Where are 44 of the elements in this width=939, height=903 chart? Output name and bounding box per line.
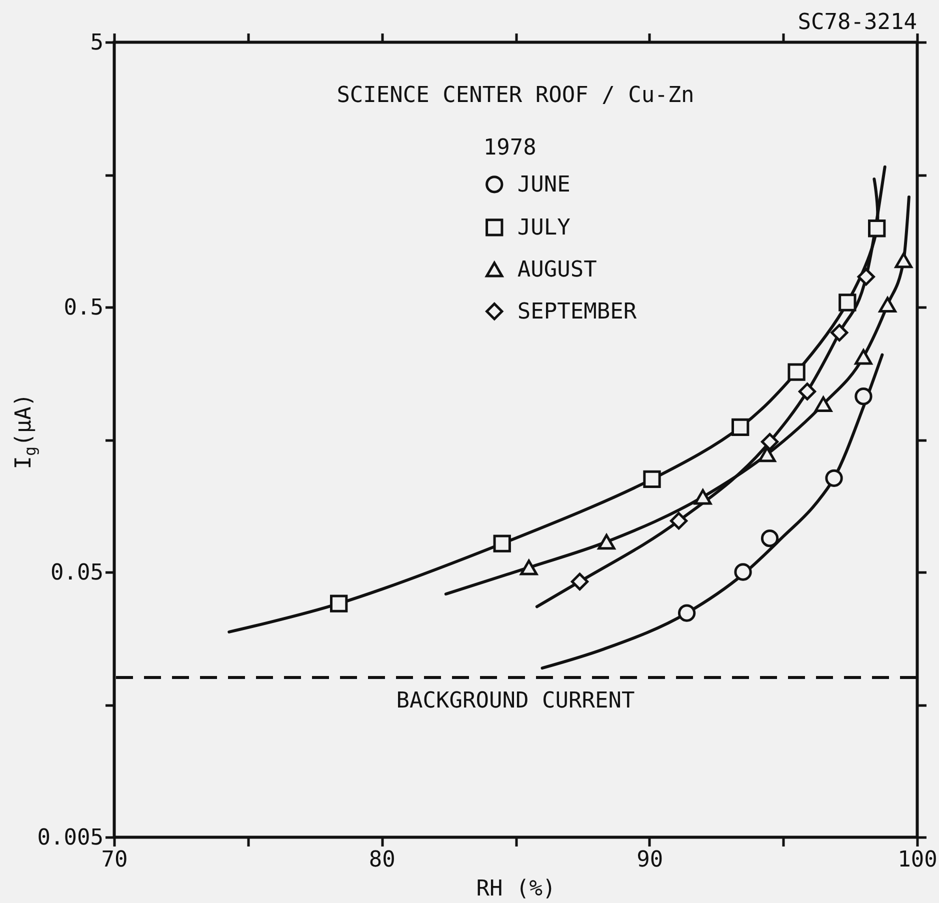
- legend-label: JUNE: [517, 172, 570, 198]
- y-tick-label: 5: [90, 30, 104, 56]
- point: [760, 432, 779, 451]
- x-axis-title: RH (%): [476, 876, 556, 902]
- legend-label: JULY: [517, 215, 570, 240]
- point: [694, 489, 712, 505]
- legend-title: 1978: [483, 135, 536, 160]
- point: [678, 604, 696, 622]
- x-tick-label: 70: [101, 848, 128, 872]
- x-tick-label: 90: [636, 848, 664, 872]
- x-tick-label: 80: [368, 848, 396, 872]
- y-tick-label: 0.005: [37, 826, 104, 850]
- point: [734, 563, 752, 581]
- point: [598, 534, 616, 550]
- point: [825, 469, 843, 487]
- legend-label: AUGUST: [517, 257, 597, 282]
- point: [788, 363, 806, 381]
- point: [643, 470, 661, 488]
- point: [878, 296, 896, 313]
- point: [830, 324, 848, 342]
- x-tick-label: 100: [898, 848, 938, 872]
- point: [493, 534, 511, 552]
- line-series: [540, 353, 884, 670]
- point: [732, 418, 750, 436]
- point: [520, 560, 538, 576]
- point: [798, 382, 816, 400]
- text: SCIENCE CENTER ROOF / Cu-Zn: [336, 83, 694, 108]
- point: [854, 349, 872, 365]
- point: [760, 530, 779, 548]
- point: [838, 294, 856, 312]
- text: SC78-3214: [798, 10, 917, 35]
- point: [814, 396, 832, 412]
- point: [854, 388, 872, 406]
- y-tick-label: 0.05: [50, 560, 104, 586]
- point: [857, 268, 875, 286]
- point: [758, 446, 776, 462]
- ref-line-label: BACKGROUND CURRENT: [396, 688, 635, 714]
- point: [330, 594, 348, 612]
- legend-label: SEPTEMBER: [517, 299, 638, 324]
- point: [868, 220, 886, 238]
- point: [894, 252, 912, 268]
- y-tick-label: 0.5: [64, 296, 104, 320]
- point: [570, 572, 589, 590]
- point: [670, 512, 688, 530]
